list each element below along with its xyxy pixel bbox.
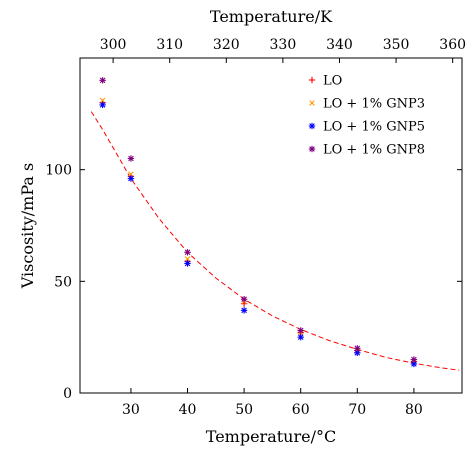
data-point-series-4 <box>410 356 418 363</box>
data-point-series-4 <box>184 249 191 256</box>
data-point-series-4 <box>99 77 106 84</box>
data-point-series-4 <box>240 296 248 303</box>
data-point-series-2 <box>128 171 134 177</box>
legend-label-4: LO + 1% GNP8 <box>323 143 425 158</box>
data-point-series-3 <box>99 101 106 109</box>
top-tick-label: 330 <box>270 37 297 53</box>
top-tick-label: 300 <box>100 37 127 53</box>
top-tick-label: 360 <box>439 37 466 53</box>
data-point-series-4 <box>297 327 304 334</box>
data-point-series-4 <box>354 345 361 352</box>
legend-marker-1 <box>308 76 316 84</box>
legend-marker-3 <box>308 122 316 130</box>
x-tick-label: 50 <box>235 402 253 418</box>
plot-frame <box>79 57 463 394</box>
data-point-series-3 <box>184 260 191 267</box>
y-tick-label: 50 <box>54 274 72 290</box>
legend-label-2: LO + 1% GNP3 <box>323 97 425 112</box>
data-point-series-2 <box>99 97 106 104</box>
data-point-series-4 <box>127 155 135 162</box>
x-tick-label: 80 <box>405 402 423 418</box>
x-tick-label: 40 <box>179 402 197 418</box>
top-tick-label: 320 <box>213 37 240 53</box>
top-tick-label: 350 <box>383 37 410 53</box>
x-tick-label: 30 <box>122 402 140 418</box>
legend-marker-4 <box>308 145 316 153</box>
data-point-series-3 <box>127 175 135 182</box>
fit-curve <box>90 111 460 371</box>
legend-label-3: LO + 1% GNP5 <box>323 120 425 135</box>
top-tick-label: 310 <box>156 37 183 53</box>
legend-label-1: LO <box>323 74 342 89</box>
data-point-series-2 <box>184 256 191 262</box>
data-point-series-3 <box>240 307 248 314</box>
top-tick-label: 340 <box>326 37 353 53</box>
y-tick-label: 0 <box>63 386 72 402</box>
x-axis-title: Temperature/°C <box>206 427 336 446</box>
data-point-series-3 <box>297 333 304 341</box>
x-tick-label: 60 <box>292 402 310 418</box>
legend-marker-2 <box>309 100 315 106</box>
x-tick-label: 70 <box>348 402 366 418</box>
y-axis-title: Viscosity/mPa s <box>18 163 37 289</box>
y-tick-label: 100 <box>45 163 72 179</box>
top-axis-title: Temperature/K <box>210 7 333 26</box>
